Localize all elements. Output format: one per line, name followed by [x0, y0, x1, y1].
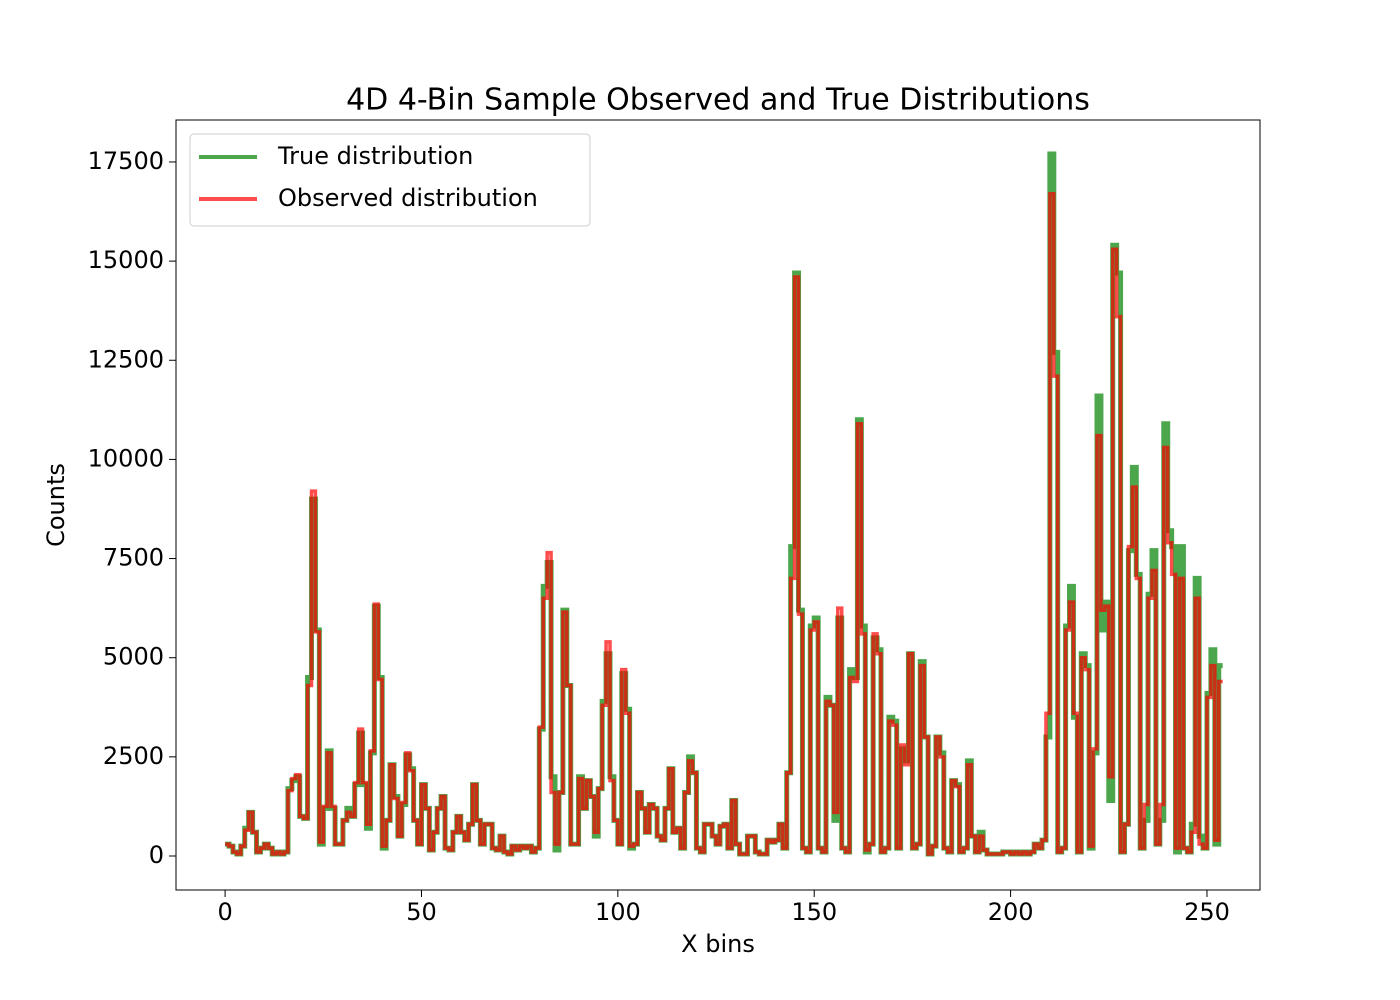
- x-tick-label: 100: [595, 898, 641, 926]
- plot-frame: [175, 119, 1261, 891]
- y-tick-label: 0: [149, 841, 164, 869]
- x-tick-label: 200: [988, 898, 1034, 926]
- x-axis-label: X bins: [681, 930, 755, 958]
- y-tick-label: 7500: [103, 544, 164, 572]
- legend-label: Observed distribution: [278, 184, 538, 212]
- x-tick-label: 50: [406, 898, 437, 926]
- y-tick-label: 12500: [88, 345, 164, 373]
- legend-box: [189, 133, 591, 227]
- x-tick-label: 250: [1184, 898, 1230, 926]
- x-tick-label: 0: [217, 898, 232, 926]
- y-axis-label: Counts: [42, 463, 70, 547]
- y-tick-label: 2500: [103, 742, 164, 770]
- legend-label: True distribution: [277, 142, 473, 170]
- step-line: [225, 191, 1223, 856]
- y-tick-label: 15000: [88, 246, 164, 274]
- y-tick-label: 5000: [103, 643, 164, 671]
- y-tick-label: 10000: [88, 444, 164, 472]
- y-tick-label: 17500: [88, 147, 164, 175]
- chart-title: 4D 4-Bin Sample Observed and True Distri…: [346, 83, 1090, 118]
- x-tick-label: 150: [791, 898, 837, 926]
